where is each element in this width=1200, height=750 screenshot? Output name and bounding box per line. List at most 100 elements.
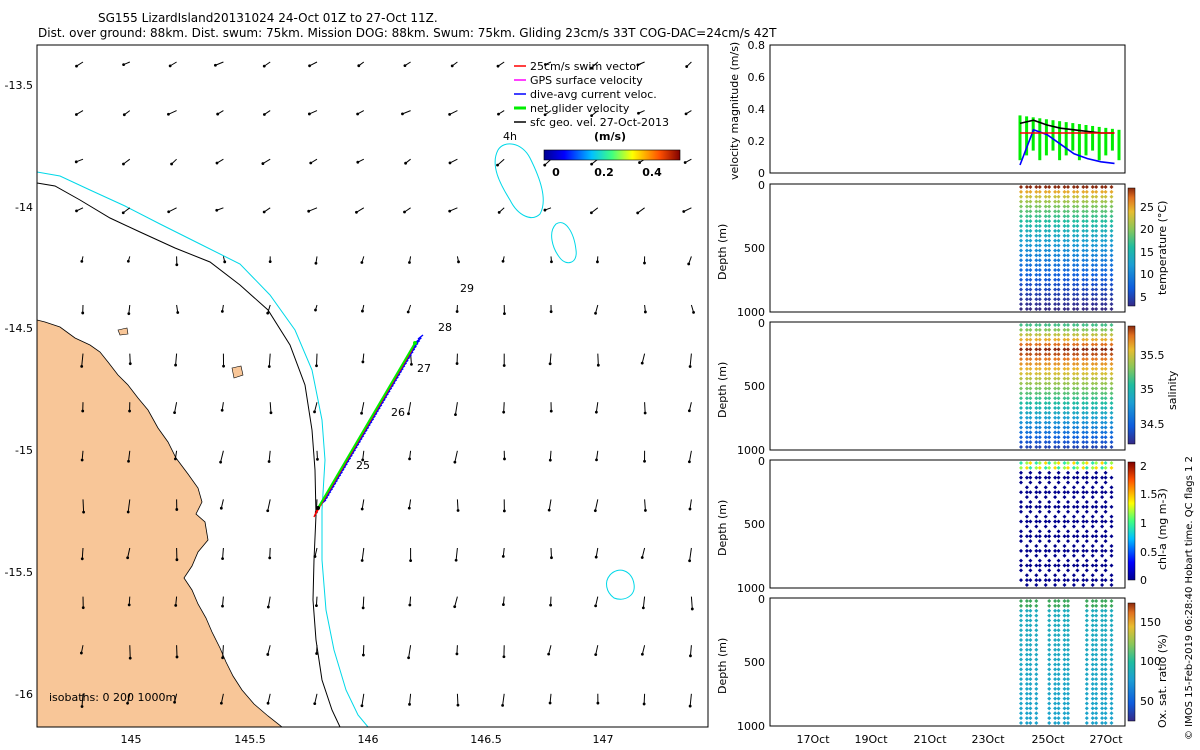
- data-point: [1019, 297, 1023, 302]
- data-point: [1062, 647, 1067, 652]
- data-point: [1066, 628, 1070, 633]
- data-point: [1056, 504, 1061, 509]
- data-point: [1053, 342, 1058, 347]
- data-point: [1084, 677, 1089, 682]
- data-point: [1028, 267, 1033, 272]
- data-point: [1024, 287, 1029, 292]
- data-point: [1037, 302, 1042, 307]
- data-point: [1019, 307, 1023, 311]
- current-arrow-head: [636, 63, 640, 67]
- data-point: [1028, 623, 1033, 628]
- data-point: [1071, 543, 1076, 548]
- data-point: [1037, 194, 1042, 199]
- data-point: [1037, 243, 1042, 248]
- current-arrow-head: [644, 509, 647, 512]
- data-point: [1056, 323, 1061, 327]
- current-arrow: [689, 645, 692, 656]
- current-arrow: [688, 450, 692, 462]
- data-point: [1056, 405, 1061, 410]
- y-tick-label: -16: [15, 688, 33, 701]
- data-point: [1075, 347, 1080, 352]
- data-point: [1066, 599, 1070, 603]
- cb-tick: 1.5: [1140, 488, 1158, 501]
- data-point: [1084, 691, 1089, 696]
- data-point: [1103, 480, 1108, 485]
- oxygen-colorbar: [1127, 602, 1136, 722]
- data-point: [1103, 539, 1108, 544]
- current-arrow-head: [315, 604, 318, 608]
- data-point: [1100, 238, 1105, 243]
- data-point: [1066, 440, 1070, 445]
- data-point: [1043, 342, 1048, 347]
- data-point: [1100, 504, 1105, 509]
- data-point: [1047, 613, 1052, 618]
- data-point: [1090, 396, 1095, 401]
- data-point: [1109, 524, 1114, 529]
- data-point: [1024, 401, 1029, 406]
- data-point: [1028, 258, 1033, 263]
- current-arrow: [548, 645, 552, 655]
- data-point: [1019, 558, 1023, 563]
- data-point: [1066, 323, 1070, 327]
- data-point: [1103, 323, 1108, 327]
- data-point: [1062, 583, 1067, 587]
- data-point: [1075, 204, 1080, 209]
- data-point: [1071, 209, 1076, 214]
- data-point: [1034, 677, 1039, 682]
- current-arrow-head: [266, 311, 270, 315]
- data-point: [1019, 189, 1023, 194]
- data-point: [1034, 618, 1039, 623]
- data-point: [1084, 490, 1089, 495]
- data-point: [1109, 657, 1114, 662]
- data-point: [1090, 238, 1095, 243]
- data-point: [1019, 430, 1023, 435]
- data-point: [1066, 638, 1070, 643]
- data-point: [1019, 711, 1023, 716]
- data-point: [1081, 219, 1086, 224]
- data-point: [1056, 396, 1061, 401]
- data-point: [1034, 548, 1039, 553]
- current-arrow: [590, 61, 599, 69]
- data-point: [1053, 282, 1058, 287]
- data-point: [1019, 410, 1023, 415]
- data-point: [1084, 228, 1089, 233]
- data-point: [1103, 529, 1108, 534]
- data-point: [1084, 628, 1089, 633]
- data-point: [1053, 701, 1058, 706]
- data-point: [1028, 287, 1033, 292]
- data-point: [1071, 228, 1076, 233]
- data-point: [1056, 267, 1061, 272]
- data-point: [1071, 371, 1076, 376]
- data-point: [1043, 519, 1048, 524]
- data-point: [1043, 543, 1048, 548]
- data-point: [1019, 490, 1023, 495]
- data-point: [1094, 209, 1099, 214]
- data-point: [1053, 248, 1058, 253]
- data-point: [1028, 209, 1033, 214]
- data-point: [1047, 657, 1052, 662]
- data-point: [1047, 420, 1052, 425]
- data-point: [1034, 461, 1039, 465]
- data-point: [1100, 292, 1105, 297]
- data-point: [1090, 681, 1095, 686]
- data-point: [1043, 391, 1048, 396]
- data-point: [1056, 519, 1061, 524]
- data-point: [1028, 475, 1033, 480]
- data-point: [1037, 282, 1042, 287]
- day-label: 27: [417, 362, 431, 375]
- current-arrow-head: [448, 112, 452, 116]
- current-arrow-head: [594, 653, 598, 656]
- current-arrow: [128, 304, 131, 314]
- data-point: [1075, 366, 1080, 371]
- legend-label: sfc geo. vel. 27-Oct-2013: [530, 116, 669, 129]
- data-point: [1037, 233, 1042, 238]
- data-point: [1047, 410, 1052, 415]
- data-point: [1062, 465, 1067, 470]
- data-point: [1100, 711, 1105, 716]
- data-point: [1024, 199, 1029, 204]
- data-point: [1090, 332, 1095, 337]
- data-point: [1053, 573, 1058, 578]
- data-point: [1037, 292, 1042, 297]
- data-point: [1028, 219, 1033, 224]
- data-point: [1053, 435, 1058, 440]
